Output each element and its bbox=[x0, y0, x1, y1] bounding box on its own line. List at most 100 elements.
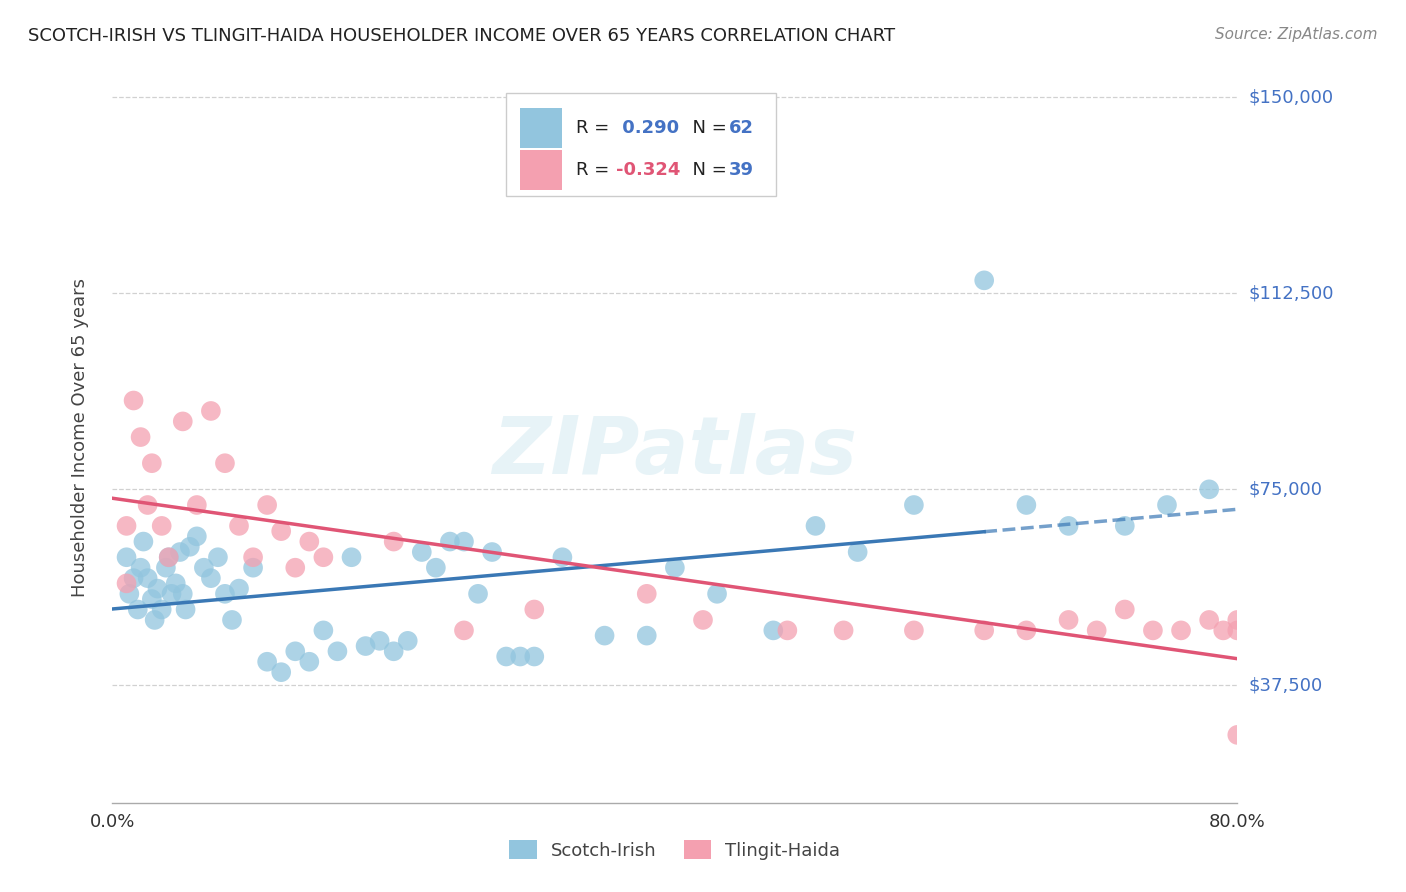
Point bbox=[312, 624, 335, 638]
Point bbox=[551, 550, 574, 565]
Text: 39: 39 bbox=[728, 161, 754, 179]
Point bbox=[172, 414, 194, 428]
Point bbox=[382, 644, 405, 658]
Text: -0.324: -0.324 bbox=[616, 161, 681, 179]
Point bbox=[157, 550, 180, 565]
Point bbox=[221, 613, 243, 627]
Point bbox=[136, 571, 159, 585]
Y-axis label: Householder Income Over 65 years: Householder Income Over 65 years bbox=[70, 277, 89, 597]
Point bbox=[396, 633, 419, 648]
Legend: Scotch-Irish, Tlingit-Haida: Scotch-Irish, Tlingit-Haida bbox=[502, 833, 848, 867]
Point bbox=[284, 560, 307, 574]
Point bbox=[804, 519, 827, 533]
Point bbox=[1156, 498, 1178, 512]
Point bbox=[200, 404, 222, 418]
Point bbox=[115, 576, 138, 591]
Point bbox=[270, 524, 292, 538]
Point bbox=[127, 602, 149, 616]
Point bbox=[228, 582, 250, 596]
Point bbox=[160, 587, 183, 601]
Point bbox=[1142, 624, 1164, 638]
Point bbox=[636, 587, 658, 601]
Text: SCOTCH-IRISH VS TLINGIT-HAIDA HOUSEHOLDER INCOME OVER 65 YEARS CORRELATION CHART: SCOTCH-IRISH VS TLINGIT-HAIDA HOUSEHOLDE… bbox=[28, 27, 896, 45]
Point bbox=[664, 560, 686, 574]
Point bbox=[973, 273, 995, 287]
Text: 62: 62 bbox=[728, 120, 754, 137]
Point bbox=[129, 430, 152, 444]
Point bbox=[200, 571, 222, 585]
Point bbox=[1114, 602, 1136, 616]
Point bbox=[481, 545, 503, 559]
Point bbox=[284, 644, 307, 658]
Point bbox=[169, 545, 191, 559]
Point bbox=[256, 655, 278, 669]
Point bbox=[207, 550, 229, 565]
Point bbox=[1170, 624, 1192, 638]
Point bbox=[165, 576, 187, 591]
Point bbox=[136, 498, 159, 512]
Point bbox=[242, 550, 264, 565]
Point bbox=[186, 529, 208, 543]
Point bbox=[214, 456, 236, 470]
Point bbox=[118, 587, 141, 601]
Point bbox=[1057, 519, 1080, 533]
Point bbox=[242, 560, 264, 574]
Point bbox=[132, 534, 155, 549]
FancyBboxPatch shape bbox=[506, 94, 776, 195]
Point bbox=[122, 571, 145, 585]
Point bbox=[692, 613, 714, 627]
Text: $75,000: $75,000 bbox=[1249, 480, 1323, 499]
Point bbox=[1114, 519, 1136, 533]
Point bbox=[495, 649, 517, 664]
Point bbox=[903, 624, 925, 638]
Point bbox=[115, 519, 138, 533]
Point bbox=[141, 592, 163, 607]
Point bbox=[523, 602, 546, 616]
Point bbox=[1212, 624, 1234, 638]
Text: R =: R = bbox=[576, 161, 614, 179]
Point bbox=[298, 655, 321, 669]
Point bbox=[1085, 624, 1108, 638]
Point bbox=[1226, 624, 1249, 638]
Point bbox=[312, 550, 335, 565]
FancyBboxPatch shape bbox=[520, 150, 562, 190]
Point bbox=[146, 582, 169, 596]
Point bbox=[425, 560, 447, 574]
Point bbox=[122, 393, 145, 408]
Point bbox=[411, 545, 433, 559]
Point bbox=[214, 587, 236, 601]
Point bbox=[973, 624, 995, 638]
Point bbox=[155, 560, 177, 574]
Point bbox=[340, 550, 363, 565]
Text: $37,500: $37,500 bbox=[1249, 676, 1323, 694]
Point bbox=[1015, 624, 1038, 638]
Point bbox=[157, 550, 180, 565]
Point bbox=[382, 534, 405, 549]
Point bbox=[174, 602, 197, 616]
Point bbox=[593, 629, 616, 643]
Point bbox=[150, 519, 173, 533]
Point bbox=[1057, 613, 1080, 627]
Point bbox=[453, 534, 475, 549]
Point bbox=[762, 624, 785, 638]
Point bbox=[326, 644, 349, 658]
Point bbox=[453, 624, 475, 638]
Point bbox=[1198, 483, 1220, 497]
Point bbox=[1226, 728, 1249, 742]
Text: Source: ZipAtlas.com: Source: ZipAtlas.com bbox=[1215, 27, 1378, 42]
Point bbox=[846, 545, 869, 559]
Point bbox=[129, 560, 152, 574]
Point bbox=[636, 629, 658, 643]
Text: 0.290: 0.290 bbox=[616, 120, 679, 137]
Point bbox=[1226, 613, 1249, 627]
Point bbox=[706, 587, 728, 601]
Text: ZIPatlas: ZIPatlas bbox=[492, 413, 858, 491]
Point bbox=[523, 649, 546, 664]
Point bbox=[141, 456, 163, 470]
Point bbox=[509, 649, 531, 664]
Point bbox=[150, 602, 173, 616]
Point bbox=[228, 519, 250, 533]
Text: $150,000: $150,000 bbox=[1249, 88, 1333, 106]
Point bbox=[143, 613, 166, 627]
Text: R =: R = bbox=[576, 120, 614, 137]
